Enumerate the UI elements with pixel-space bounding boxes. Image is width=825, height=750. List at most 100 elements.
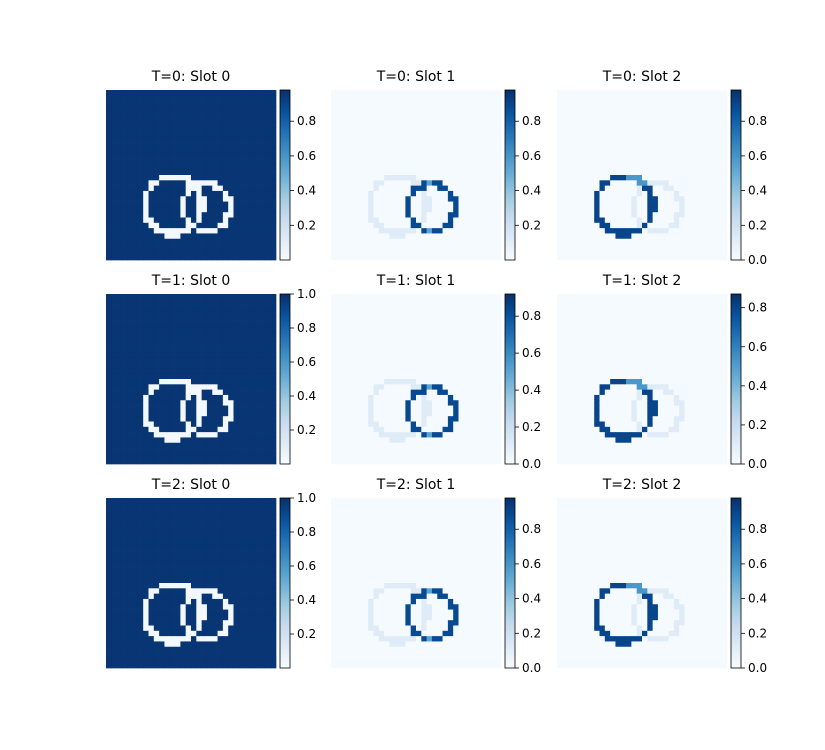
heatmap-cell bbox=[610, 180, 616, 186]
heatmap-cell bbox=[453, 347, 459, 353]
heatmap-cell bbox=[647, 217, 653, 224]
heatmap-cell bbox=[400, 410, 406, 417]
heatmap-cell bbox=[689, 249, 696, 256]
heatmap-cell bbox=[336, 331, 342, 337]
heatmap-cell bbox=[143, 410, 149, 417]
heatmap-cell bbox=[206, 405, 213, 412]
heatmap-cell bbox=[373, 164, 380, 171]
heatmap-cell bbox=[106, 190, 112, 197]
heatmap-cell bbox=[469, 233, 475, 240]
heatmap-cell bbox=[201, 169, 208, 176]
heatmap-cell bbox=[400, 363, 406, 369]
heatmap-cell bbox=[636, 217, 643, 224]
heatmap-cell bbox=[180, 442, 187, 449]
heatmap-cell bbox=[357, 190, 364, 197]
heatmap-cell bbox=[352, 127, 358, 133]
heatmap-cell bbox=[490, 336, 497, 343]
heatmap-cell bbox=[175, 244, 181, 250]
heatmap-cell bbox=[217, 416, 224, 422]
heatmap-cell bbox=[352, 159, 358, 165]
heatmap-cell bbox=[185, 212, 192, 218]
heatmap-cell bbox=[421, 254, 427, 261]
heatmap-cell bbox=[400, 201, 406, 208]
heatmap-cell bbox=[270, 325, 277, 332]
heatmap-cell bbox=[389, 190, 396, 197]
heatmap-cell bbox=[673, 228, 680, 234]
heatmap-cell bbox=[265, 384, 272, 390]
heatmap-cell bbox=[495, 294, 502, 300]
heatmap-cell bbox=[132, 148, 139, 155]
heatmap-cell bbox=[116, 309, 123, 316]
heatmap-cell bbox=[196, 363, 202, 369]
heatmap-cell bbox=[153, 336, 160, 343]
heatmap-cell bbox=[378, 121, 385, 128]
heatmap-cell bbox=[148, 410, 155, 417]
heatmap-cell bbox=[469, 416, 475, 422]
heatmap-cell bbox=[111, 458, 117, 465]
heatmap-cell bbox=[583, 228, 590, 234]
heatmap-cell bbox=[254, 294, 261, 300]
heatmap-cell bbox=[495, 336, 502, 343]
heatmap-cell bbox=[410, 190, 417, 197]
heatmap-cell bbox=[238, 228, 245, 234]
heatmap-cell bbox=[626, 143, 632, 149]
heatmap-cell bbox=[426, 233, 433, 240]
heatmap-cell bbox=[421, 426, 427, 433]
heatmap-cell bbox=[447, 169, 454, 176]
heatmap-cell bbox=[647, 127, 653, 133]
heatmap-cell bbox=[357, 410, 364, 417]
heatmap-cell bbox=[700, 137, 707, 144]
heatmap-cell bbox=[453, 228, 459, 234]
heatmap-cell bbox=[474, 304, 481, 311]
heatmap-cell bbox=[185, 331, 192, 337]
heatmap-cell bbox=[191, 357, 197, 364]
heatmap-cell bbox=[233, 347, 240, 353]
heatmap-cell bbox=[373, 254, 380, 261]
heatmap-cell bbox=[562, 228, 568, 234]
heatmap-cell bbox=[336, 185, 342, 192]
heatmap-cell bbox=[238, 222, 245, 229]
heatmap-cell bbox=[201, 363, 208, 369]
heatmap-cell bbox=[106, 325, 112, 332]
heatmap-cell bbox=[426, 299, 433, 305]
heatmap-cell bbox=[599, 201, 606, 208]
heatmap-cell bbox=[604, 127, 611, 133]
heatmap-cell bbox=[405, 304, 412, 311]
heatmap-cell bbox=[212, 111, 218, 117]
heatmap-cell bbox=[410, 222, 417, 229]
heatmap-cell bbox=[153, 458, 160, 465]
heatmap-cell bbox=[153, 228, 160, 234]
heatmap-cell bbox=[116, 379, 123, 385]
heatmap-cell bbox=[346, 201, 353, 208]
heatmap-cell bbox=[700, 180, 707, 186]
heatmap-cell bbox=[254, 357, 261, 364]
heatmap-cell bbox=[562, 111, 568, 117]
heatmap-cell bbox=[384, 244, 390, 250]
heatmap-cell bbox=[228, 294, 234, 300]
heatmap-cell bbox=[463, 416, 470, 422]
heatmap-cell bbox=[626, 148, 632, 155]
heatmap-cell bbox=[222, 153, 229, 160]
heatmap-cell bbox=[196, 105, 202, 112]
heatmap-cell bbox=[265, 169, 272, 176]
heatmap-cell bbox=[357, 169, 364, 176]
heatmap-cell bbox=[341, 400, 348, 406]
heatmap-cell bbox=[254, 190, 261, 197]
heatmap-cell bbox=[352, 95, 358, 101]
heatmap-cell bbox=[164, 309, 171, 316]
heatmap-cell bbox=[201, 185, 208, 192]
heatmap-cell bbox=[463, 336, 470, 343]
heatmap-cell bbox=[384, 336, 390, 343]
heatmap-cell bbox=[206, 244, 213, 250]
heatmap-cell bbox=[331, 143, 337, 149]
heatmap-cell bbox=[642, 111, 648, 117]
heatmap-cell bbox=[615, 116, 622, 123]
heatmap-cell bbox=[389, 137, 396, 144]
heatmap-cell bbox=[206, 175, 213, 181]
heatmap-cell bbox=[164, 347, 171, 353]
heatmap-cell bbox=[352, 299, 358, 305]
heatmap-cell bbox=[362, 384, 369, 390]
heatmap-cell bbox=[143, 325, 149, 332]
heatmap-cell bbox=[137, 315, 144, 321]
heatmap-cell bbox=[447, 143, 454, 149]
